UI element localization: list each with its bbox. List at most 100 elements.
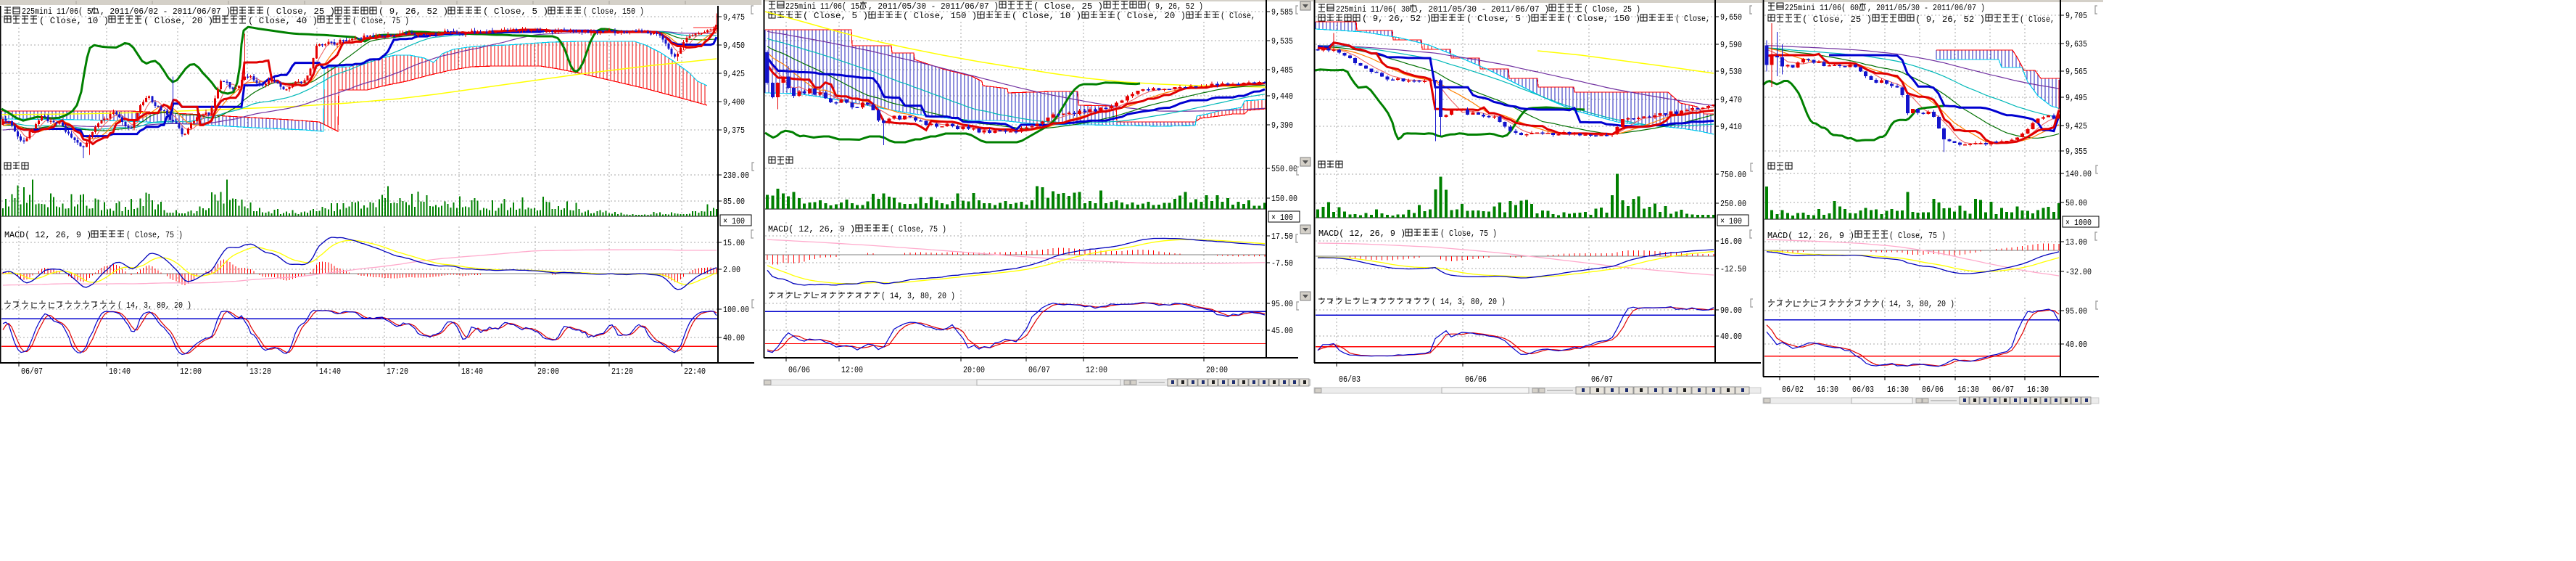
- svg-text:( Close, 5 ): ( Close, 5 ): [1466, 14, 1532, 24]
- svg-text:( Close, 75 ): ( Close, 75 ): [352, 16, 409, 26]
- svg-text:06/03: 06/03: [1339, 374, 1361, 385]
- svg-text:( Close, 150 ): ( Close, 150 ): [583, 7, 644, 17]
- svg-text:MACD( 12, 26, 9 ): MACD( 12, 26, 9 ): [1318, 229, 1405, 239]
- svg-text:45.00: 45.00: [1271, 326, 1293, 336]
- svg-text:9,400: 9,400: [723, 97, 745, 107]
- svg-text:40.00: 40.00: [1720, 332, 1742, 342]
- svg-text:( 9, 26, 52 ): ( 9, 26, 52 ): [379, 7, 448, 17]
- svg-text:40.00: 40.00: [723, 333, 745, 343]
- svg-text:140.00: 140.00: [2065, 169, 2092, 179]
- svg-text:, 2011/06/02 - 2011/06/07 ): , 2011/06/02 - 2011/06/07 ): [100, 7, 231, 17]
- svg-text:150.00: 150.00: [1271, 194, 1297, 204]
- svg-text:06/03: 06/03: [1852, 385, 1874, 395]
- svg-text:06/07: 06/07: [1591, 374, 1613, 385]
- svg-text:9,425: 9,425: [2065, 121, 2087, 131]
- svg-text:225mini 11/06( 5: 225mini 11/06( 5: [22, 7, 91, 17]
- svg-text:50.00: 50.00: [2065, 198, 2087, 208]
- svg-text:9,470: 9,470: [1720, 95, 1742, 105]
- svg-text:MACD( 12, 26, 9 ): MACD( 12, 26, 9 ): [4, 230, 91, 240]
- svg-text:225mini 11/06( 60: 225mini 11/06( 60: [1785, 3, 1859, 13]
- svg-text:95.00: 95.00: [2065, 306, 2087, 316]
- svg-text:06/07: 06/07: [1028, 365, 1050, 375]
- svg-text:( Close, 75 ): ( Close, 75 ): [126, 230, 183, 240]
- svg-text:, 2011/05/30 - 2011/06/07 ): , 2011/05/30 - 2011/06/07 ): [868, 1, 999, 12]
- svg-text:13.00: 13.00: [2065, 237, 2087, 247]
- svg-text:9,355: 9,355: [2065, 147, 2087, 157]
- svg-text:-7.50: -7.50: [1271, 258, 1293, 269]
- svg-text:550.00: 550.00: [1271, 164, 1297, 174]
- svg-text:750.00: 750.00: [1720, 170, 1746, 180]
- svg-text:18:40: 18:40: [461, 367, 483, 377]
- svg-text:( Close, 75 ): ( Close, 75 ): [890, 224, 946, 234]
- svg-text:9,475: 9,475: [723, 12, 745, 22]
- svg-text:16:30: 16:30: [1887, 385, 1909, 395]
- svg-text:( Close, 20 ): ( Close, 20 ): [1116, 11, 1186, 21]
- svg-text:( Close, 75 ): ( Close, 75 ): [1440, 229, 1497, 239]
- svg-text:15.00: 15.00: [723, 238, 745, 248]
- svg-text:06/06: 06/06: [1922, 385, 1944, 395]
- svg-text:( Close, 25 ): ( Close, 25 ): [1033, 1, 1103, 12]
- svg-text:21:20: 21:20: [611, 367, 633, 377]
- svg-text:14:40: 14:40: [319, 367, 341, 377]
- svg-text:( 14, 3, 80, 20 ): ( 14, 3, 80, 20 ): [881, 291, 955, 301]
- svg-text:20:00: 20:00: [537, 367, 559, 377]
- svg-text:22:40: 22:40: [684, 367, 706, 377]
- svg-text:× 100: × 100: [723, 216, 745, 226]
- svg-text:9,590: 9,590: [1720, 40, 1742, 50]
- svg-text:( Close, 20 ): ( Close, 20 ): [144, 16, 213, 26]
- svg-text:16.00: 16.00: [1720, 237, 1742, 247]
- svg-text:( Close, 150 ): ( Close, 150 ): [903, 11, 977, 21]
- svg-text:( Close, 5 ): ( Close, 5 ): [803, 11, 868, 21]
- svg-text:9,535: 9,535: [1271, 36, 1293, 46]
- svg-text:9,375: 9,375: [723, 126, 745, 136]
- svg-text:16:30: 16:30: [2027, 385, 2049, 395]
- svg-text:9,485: 9,485: [1271, 65, 1293, 75]
- svg-text:2.00: 2.00: [723, 265, 740, 275]
- svg-text:( 9, 26, 52 ): ( 9, 26, 52 ): [1147, 1, 1203, 12]
- svg-text:9,705: 9,705: [2065, 11, 2087, 21]
- svg-text:-32.00: -32.00: [2065, 267, 2092, 277]
- svg-text:( 14, 3, 80, 20 ): ( 14, 3, 80, 20 ): [1432, 297, 1506, 307]
- svg-text:( Close, 25 ): ( Close, 25 ): [1802, 15, 1872, 25]
- svg-text:06/06: 06/06: [788, 365, 810, 375]
- svg-text:90.00: 90.00: [1720, 306, 1742, 316]
- svg-text:100.00: 100.00: [723, 305, 749, 315]
- svg-text:( Close,: ( Close,: [2020, 15, 2055, 25]
- svg-text:9,650: 9,650: [1720, 12, 1742, 22]
- svg-text:( Close,: ( Close,: [1221, 11, 1255, 21]
- svg-text:06/06: 06/06: [1465, 374, 1487, 385]
- svg-text:( Close, 75 ): ( Close, 75 ): [1889, 231, 1946, 241]
- svg-text:× 100: × 100: [1720, 216, 1742, 226]
- svg-text:( Close, 5 ): ( Close, 5 ): [483, 7, 548, 17]
- svg-text:9,390: 9,390: [1271, 120, 1293, 131]
- svg-text:( Close, 40 ): ( Close, 40 ): [248, 16, 318, 26]
- svg-text:( Close, 10 ): ( Close, 10 ): [1012, 11, 1081, 21]
- svg-text:17.50: 17.50: [1271, 232, 1293, 242]
- svg-text:17:20: 17:20: [387, 367, 408, 377]
- svg-text:13:20: 13:20: [249, 367, 271, 377]
- svg-text:9,450: 9,450: [723, 41, 745, 51]
- svg-text:× 1000: × 1000: [2065, 218, 2092, 228]
- svg-text:95.00: 95.00: [1271, 299, 1293, 309]
- svg-text:MACD( 12, 26, 9 ): MACD( 12, 26, 9 ): [1767, 231, 1854, 241]
- svg-text:230.00: 230.00: [723, 171, 749, 181]
- svg-text:× 100: × 100: [1271, 213, 1293, 223]
- svg-text:-12.50: -12.50: [1720, 264, 1746, 274]
- svg-text:20:00: 20:00: [963, 365, 985, 375]
- svg-text:225mini 11/06( 30: 225mini 11/06( 30: [1336, 4, 1410, 15]
- svg-text:9,495: 9,495: [2065, 93, 2087, 103]
- svg-text:06/07: 06/07: [21, 367, 43, 377]
- svg-text:( 14, 3, 80, 20 ): ( 14, 3, 80, 20 ): [117, 300, 191, 311]
- svg-text:9,530: 9,530: [1720, 67, 1742, 77]
- svg-text:9,635: 9,635: [2065, 39, 2087, 49]
- svg-text:( 9, 26, 52 ): ( 9, 26, 52 ): [1362, 14, 1432, 24]
- svg-text:MACD( 12, 26, 9 ): MACD( 12, 26, 9 ): [768, 224, 855, 234]
- svg-text:, 2011/05/30 - 2011/06/07 ): , 2011/05/30 - 2011/06/07 ): [1419, 4, 1549, 15]
- svg-text:16:30: 16:30: [1957, 385, 1979, 395]
- svg-text:06/02: 06/02: [1782, 385, 1804, 395]
- svg-text:9,585: 9,585: [1271, 7, 1293, 17]
- svg-text:12:00: 12:00: [180, 367, 202, 377]
- svg-text:40.00: 40.00: [2065, 340, 2087, 350]
- svg-text:9,410: 9,410: [1720, 122, 1742, 132]
- svg-text:( Close, 25 ): ( Close, 25 ): [1584, 4, 1640, 15]
